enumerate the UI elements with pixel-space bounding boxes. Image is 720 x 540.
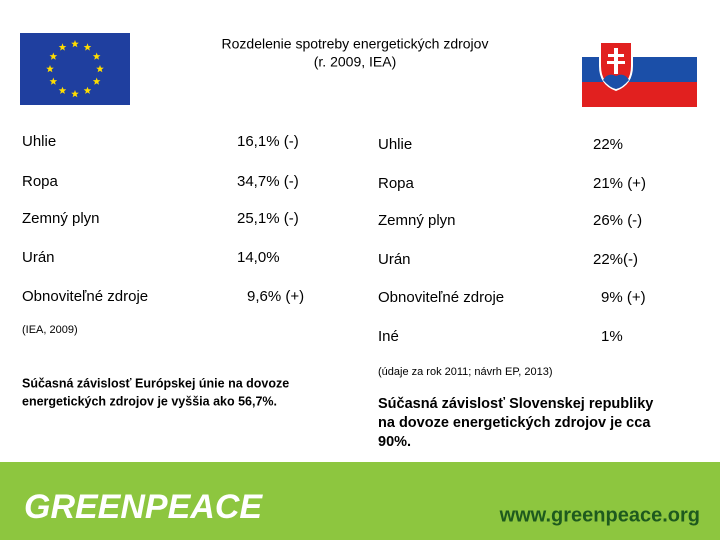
- star: [71, 40, 79, 48]
- star: [49, 77, 58, 85]
- row-label: Uhlie: [378, 136, 412, 153]
- note-line: Súčasná závislosť Slovenskej republiky: [378, 396, 653, 412]
- star: [92, 77, 101, 85]
- star: [96, 65, 104, 73]
- row-label: Urán: [378, 251, 411, 268]
- row-value: 22%(-): [593, 251, 638, 268]
- star: [92, 52, 101, 60]
- note-line: Súčasná závislosť Európskej únie na dovo…: [22, 376, 289, 390]
- row-value: 16,1% (-): [237, 133, 299, 150]
- star: [58, 43, 67, 51]
- star: [58, 86, 67, 94]
- row-value: 21% (+): [593, 175, 646, 192]
- row-label: Zemný plyn: [22, 210, 100, 227]
- row-value: 9,6% (+): [247, 288, 304, 305]
- row-value: 22%: [593, 136, 623, 153]
- row-value: 34,7% (-): [237, 173, 299, 190]
- row-value: 9% (+): [601, 289, 646, 306]
- star: [83, 43, 92, 51]
- star: [83, 86, 92, 94]
- row-value: 14,0%: [237, 249, 280, 266]
- row-label: Ropa: [378, 175, 415, 192]
- note-line: 90%.: [378, 434, 411, 450]
- title-line: Rozdelenie spotreby energetických zdrojo…: [222, 36, 489, 52]
- star: [71, 90, 79, 98]
- eu-flag: [20, 33, 130, 105]
- row-label: Obnoviteľné zdroje: [378, 289, 504, 306]
- source-note: (IEA, 2009): [22, 324, 78, 336]
- note-line: na dovoze energetických zdrojov je cca: [378, 415, 651, 431]
- url[interactable]: www.greenpeace.org: [499, 504, 700, 526]
- row-label: Iné: [378, 328, 399, 345]
- row-value: 26% (-): [593, 212, 642, 229]
- row-value: 25,1% (-): [237, 210, 299, 227]
- row-label: Urán: [22, 249, 55, 266]
- source-note: (údaje za rok 2011; návrh EP, 2013): [378, 366, 553, 378]
- logo: GREENPEACE: [24, 488, 263, 526]
- title-line: (r. 2009, IEA): [314, 54, 396, 70]
- footer-band: [0, 462, 720, 540]
- star: [49, 52, 58, 60]
- sk-flag: [582, 33, 697, 107]
- star: [46, 65, 54, 73]
- row-label: Uhlie: [22, 133, 56, 150]
- row-label: Obnoviteľné zdroje: [22, 288, 148, 305]
- row-label: Ropa: [22, 173, 59, 190]
- row-label: Zemný plyn: [378, 212, 456, 229]
- note-line: energetických zdrojov je vyššia ako 56,7…: [22, 394, 277, 408]
- row-value: 1%: [601, 328, 623, 345]
